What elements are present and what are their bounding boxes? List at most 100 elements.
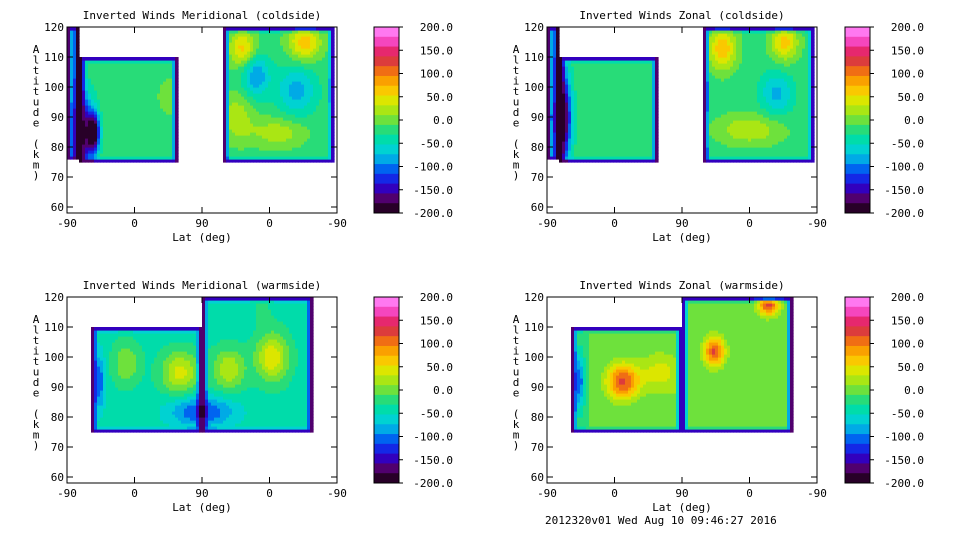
- field-cell: [601, 138, 605, 142]
- field-cell: [103, 102, 107, 106]
- field-cell: [586, 105, 590, 109]
- field-cell: [226, 69, 230, 73]
- field-cell: [127, 141, 131, 145]
- field-cell: [736, 90, 740, 94]
- field-cell: [706, 69, 710, 73]
- field-cell: [613, 123, 617, 127]
- field-cell: [322, 84, 326, 88]
- field-cell: [718, 96, 722, 100]
- field-cell: [115, 117, 119, 121]
- field-cell: [568, 147, 572, 151]
- field-cell: [325, 33, 329, 37]
- field-cell: [136, 141, 140, 145]
- field-cell: [226, 45, 230, 49]
- field-cell: [79, 60, 83, 64]
- field-cell: [232, 132, 236, 136]
- field-cell: [580, 135, 584, 139]
- field-cell: [595, 60, 599, 64]
- field-cell: [73, 96, 77, 100]
- field-cell: [277, 108, 281, 112]
- field-cell: [652, 84, 656, 88]
- field-cell: [703, 72, 707, 76]
- field-cell: [556, 138, 560, 142]
- field-cell: [265, 78, 269, 82]
- field-cell: [148, 147, 152, 151]
- field-cell: [703, 114, 707, 118]
- field-cell: [598, 108, 602, 112]
- field-cell: [163, 90, 167, 94]
- field-cell: [112, 84, 116, 88]
- field-cell: [133, 84, 137, 88]
- field-cell: [139, 144, 143, 148]
- field-cell: [733, 72, 737, 76]
- field-cell: [241, 108, 245, 112]
- field-cell: [106, 69, 110, 73]
- field-cell: [127, 81, 131, 85]
- field-cell: [298, 81, 302, 85]
- field-cell: [97, 135, 101, 139]
- field-cell: [277, 81, 281, 85]
- field-cell: [94, 129, 98, 133]
- field-cell: [271, 42, 275, 46]
- field-cell: [106, 66, 110, 70]
- field-cell: [295, 30, 299, 34]
- field-cell: [133, 111, 137, 115]
- field-cell: [712, 141, 716, 145]
- field-cell: [331, 69, 335, 73]
- field-cell: [709, 39, 713, 43]
- field-cell: [85, 111, 89, 115]
- field-cell: [286, 138, 290, 142]
- field-cell: [94, 69, 98, 73]
- field-cell: [253, 57, 257, 61]
- field-cell: [649, 126, 653, 130]
- field-cell: [331, 153, 335, 157]
- field-cell: [274, 138, 278, 142]
- field-cell: [238, 129, 242, 133]
- field-cell: [67, 45, 71, 49]
- field-cell: [646, 87, 650, 91]
- field-cell: [256, 129, 260, 133]
- field-cell: [715, 54, 719, 58]
- field-cell: [634, 99, 638, 103]
- field-cell: [283, 51, 287, 55]
- field-cell: [328, 69, 332, 73]
- field-cell: [175, 84, 179, 88]
- field-cell: [223, 138, 227, 142]
- field-cell: [601, 114, 605, 118]
- field-cell: [310, 60, 314, 64]
- field-cell: [547, 60, 551, 64]
- field-cell: [232, 90, 236, 94]
- field-cell: [709, 108, 713, 112]
- field-cell: [322, 90, 326, 94]
- field-cell: [175, 153, 179, 157]
- field-cell: [721, 129, 725, 133]
- field-cell: [283, 129, 287, 133]
- field-cell: [235, 81, 239, 85]
- field-cell: [145, 147, 149, 151]
- field-cell: [250, 75, 254, 79]
- field-cell: [103, 93, 107, 97]
- field-cell: [313, 30, 317, 34]
- field-cell: [130, 111, 134, 115]
- colorbar-swatch: [374, 183, 399, 194]
- field-cell: [94, 102, 98, 106]
- field-cell: [610, 96, 614, 100]
- field-cell: [622, 78, 626, 82]
- colorbar-swatch: [374, 56, 399, 67]
- field-cell: [235, 87, 239, 91]
- field-cell: [316, 60, 320, 64]
- field-cell: [274, 54, 278, 58]
- field-cell: [319, 51, 323, 55]
- field-cell: [253, 135, 257, 139]
- field-cell: [586, 144, 590, 148]
- field-cell: [115, 111, 119, 115]
- field-cell: [313, 129, 317, 133]
- field-cell: [160, 141, 164, 145]
- field-cell: [586, 78, 590, 82]
- field-cell: [331, 36, 335, 40]
- field-cell: [289, 150, 293, 154]
- field-cell: [139, 141, 143, 145]
- field-cell: [733, 66, 737, 70]
- field-cell: [262, 102, 266, 106]
- field-cell: [595, 117, 599, 121]
